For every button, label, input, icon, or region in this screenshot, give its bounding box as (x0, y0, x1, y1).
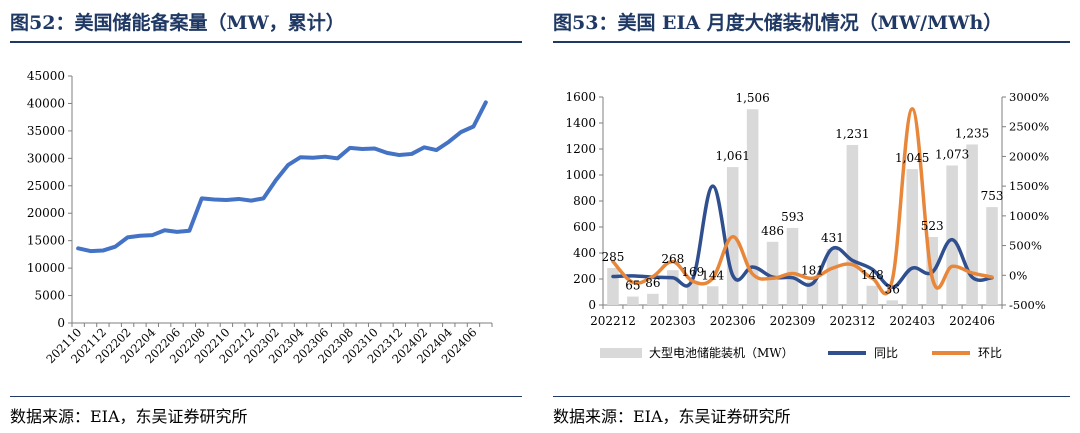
bar-data-label: 268 (661, 252, 684, 266)
left-y-tick-label: 1400 (565, 116, 596, 130)
legend-bar-swatch (600, 348, 642, 358)
legend-bar-label: 大型电池储能装机（MW） (649, 345, 794, 360)
bar-data-label: 593 (781, 210, 804, 224)
y-tick-label: 0 (57, 316, 65, 330)
install-bar (966, 144, 978, 305)
bar-data-label: 144 (701, 268, 724, 282)
left-y-tick-label: 1200 (565, 142, 596, 156)
left-y-tick-label: 0 (588, 298, 596, 312)
bar-data-label: 1,231 (835, 127, 869, 141)
x-tick-label: 202403 (889, 314, 935, 328)
x-tick-label: 202306 (710, 314, 756, 328)
right-title-rule (553, 41, 1070, 43)
y-tick-label: 15000 (27, 234, 65, 248)
right-y-tick-label: 3000% (1009, 90, 1049, 104)
bar-data-label: 1,506 (735, 91, 769, 105)
install-bar (706, 286, 719, 305)
bar-data-label: 431 (821, 231, 844, 245)
install-bar (607, 267, 619, 305)
y-tick-label: 25000 (27, 179, 65, 193)
mom-line (611, 107, 994, 296)
left-line-chart: 0 5000 10000 15000 20000 25000 30000 35000 40000… (27, 69, 493, 366)
install-bar (686, 283, 699, 305)
left-y-tick-label: 800 (573, 194, 596, 208)
right-y-tick-label: 500% (1009, 239, 1042, 253)
install-bar (826, 248, 839, 305)
bar-data-label: 86 (645, 276, 660, 290)
install-bar (906, 169, 919, 305)
legend-mom-label: 环比 (978, 346, 1002, 360)
yoy-line (611, 184, 994, 289)
left-y-tick-label: 1000 (565, 168, 596, 182)
install-bar (846, 144, 859, 305)
bar-data-label: 1,073 (935, 148, 969, 162)
install-bar (886, 300, 899, 305)
y-tick-label: 10000 (27, 261, 65, 275)
right-y-tick-label: 1500% (1009, 179, 1049, 193)
bar-data-label: 169 (681, 265, 704, 279)
left-y-tick-label: 400 (573, 246, 596, 260)
bar-data-label: 181 (801, 263, 824, 277)
y-tick-label: 45000 (27, 69, 65, 83)
bar-data-label: 753 (981, 189, 1004, 203)
left-title-rule (10, 41, 522, 43)
install-bar (986, 207, 998, 305)
install-bar (806, 281, 819, 305)
x-tick-label: 202406 (949, 314, 995, 328)
bar-data-label: 486 (761, 224, 784, 238)
right-combo-chart: 0 200 400 600 800 1000 1200 1400 1600 -500% 0% 500%… (565, 90, 1049, 360)
y-tick-label: 40000 (27, 96, 65, 110)
install-bar (786, 227, 799, 305)
bar-data-label: 1,061 (715, 149, 749, 163)
right-y-tick-label: 1000% (1009, 209, 1049, 223)
install-bar (766, 241, 779, 305)
x-tick-label: 202303 (650, 314, 696, 328)
y-tick-label: 35000 (27, 124, 65, 138)
bar-data-label: 148 (861, 268, 884, 282)
bar-data-label: 285 (602, 250, 625, 264)
install-bar (866, 285, 879, 305)
left-y-tick-label: 1600 (565, 90, 596, 104)
left-source-note: 数据来源：EIA，东吴证券研究所 (10, 407, 248, 426)
install-bar (667, 270, 679, 305)
left-y-tick-label: 600 (573, 220, 596, 234)
bar-data-label: 65 (625, 279, 640, 293)
right-source-note: 数据来源：EIA，东吴证券研究所 (553, 407, 791, 426)
left-bottom-rule (10, 396, 522, 397)
install-bar (627, 296, 639, 305)
bar-data-label: 1,045 (895, 151, 929, 165)
bar-data-label: 36 (885, 282, 900, 296)
install-bar (647, 293, 659, 305)
right-bottom-rule (553, 396, 1070, 397)
install-bar (746, 109, 759, 305)
legend-yoy-label: 同比 (874, 346, 898, 360)
left-chart-title: 图52：美国储能备案量（MW，累计） (10, 12, 345, 34)
bar-data-label: 523 (921, 219, 944, 233)
y-tick-label: 20000 (27, 206, 65, 220)
x-tick-label: 202212 (590, 314, 636, 328)
x-tick-label: 202312 (829, 314, 875, 328)
install-bar (946, 165, 958, 305)
cumulative-filing-line (76, 100, 488, 254)
right-y-tick-label: 2500% (1009, 120, 1049, 134)
left-y-tick-label: 200 (573, 272, 596, 286)
y-tick-label: 5000 (34, 289, 65, 303)
right-chart-title: 图53：美国 EIA 月度大储装机情况（MW/MWh） (553, 12, 1003, 34)
x-tick-label: 202309 (770, 314, 816, 328)
bar-data-label: 1,235 (955, 126, 989, 140)
right-y-tick-label: -500% (1009, 298, 1046, 312)
y-tick-label: 30000 (27, 151, 65, 165)
right-y-tick-label: 2000% (1009, 149, 1049, 163)
right-y-tick-label: 0% (1009, 268, 1027, 282)
